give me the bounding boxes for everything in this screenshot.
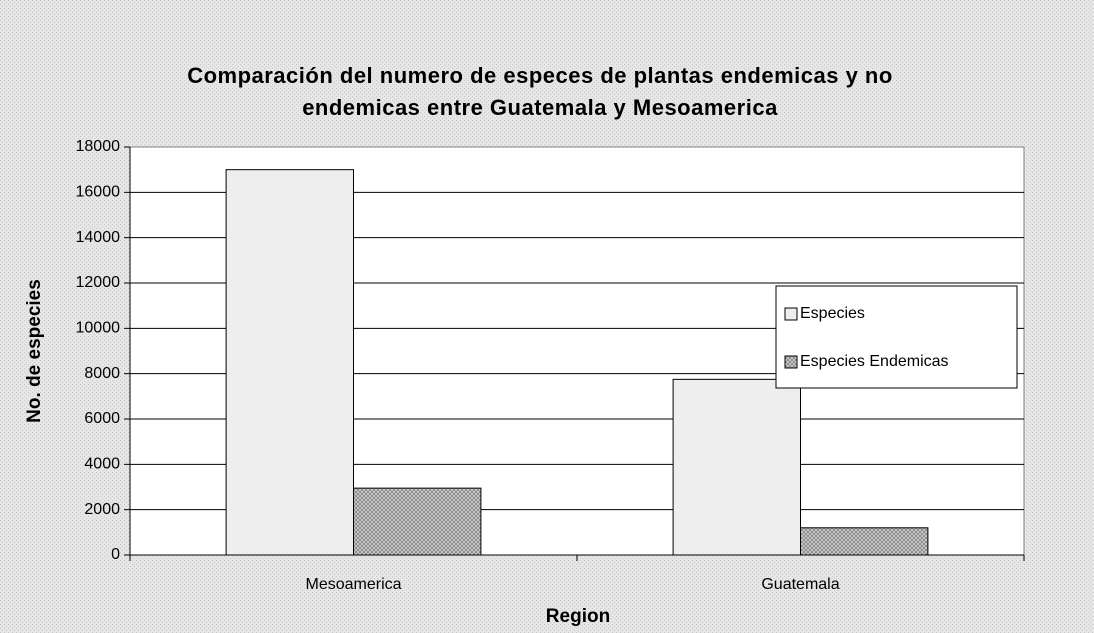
y-tick-label: 2000: [84, 501, 120, 518]
bar: [353, 487, 482, 556]
bar: [672, 378, 801, 556]
y-tick-label: 12000: [76, 274, 121, 291]
y-tick-label: 0: [111, 546, 120, 563]
legend-label: Especies Endemicas: [800, 353, 949, 370]
x-axis-title: Region: [546, 606, 610, 627]
chart-title: Comparación del numero de especes de pla…: [187, 63, 893, 88]
bar: [800, 527, 929, 556]
legend-box: [775, 285, 1018, 389]
x-tick-label: Mesoamerica: [305, 576, 401, 593]
y-axis-title: No. de especies: [24, 279, 45, 423]
y-tick-label: 4000: [84, 456, 120, 473]
y-tick-label: 16000: [76, 184, 121, 201]
legend-swatch: [784, 307, 798, 321]
y-tick-label: 14000: [76, 229, 121, 246]
legend-label: Especies: [800, 305, 865, 322]
legend-swatch: [784, 355, 798, 369]
y-tick-label: 8000: [84, 365, 120, 382]
y-tick-label: 18000: [76, 138, 121, 155]
y-tick-label: 6000: [84, 410, 120, 427]
x-tick-label: Guatemala: [761, 576, 839, 593]
chart-title: endemicas entre Guatemala y Mesoamerica: [302, 95, 778, 120]
y-tick-label: 10000: [76, 320, 121, 337]
bar: [225, 169, 354, 556]
